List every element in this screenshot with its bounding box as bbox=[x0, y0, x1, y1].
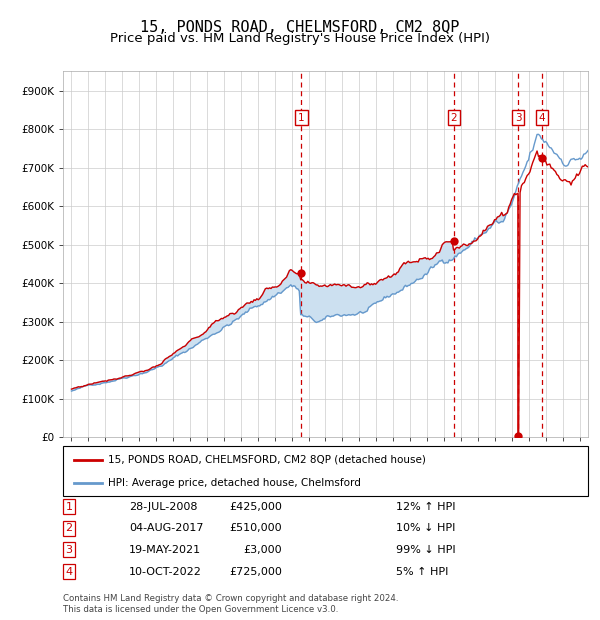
Text: £3,000: £3,000 bbox=[244, 545, 282, 555]
Text: 10-OCT-2022: 10-OCT-2022 bbox=[129, 567, 202, 577]
Text: 2: 2 bbox=[451, 112, 457, 123]
Text: 04-AUG-2017: 04-AUG-2017 bbox=[129, 523, 203, 533]
Text: 1: 1 bbox=[298, 112, 305, 123]
Text: £725,000: £725,000 bbox=[229, 567, 282, 577]
Text: 2: 2 bbox=[65, 523, 73, 533]
Text: 4: 4 bbox=[65, 567, 73, 577]
Text: 15, PONDS ROAD, CHELMSFORD, CM2 8QP (detached house): 15, PONDS ROAD, CHELMSFORD, CM2 8QP (det… bbox=[107, 455, 425, 465]
Text: 99% ↓ HPI: 99% ↓ HPI bbox=[396, 545, 455, 555]
Text: 15, PONDS ROAD, CHELMSFORD, CM2 8QP: 15, PONDS ROAD, CHELMSFORD, CM2 8QP bbox=[140, 20, 460, 35]
Text: Price paid vs. HM Land Registry's House Price Index (HPI): Price paid vs. HM Land Registry's House … bbox=[110, 32, 490, 45]
Text: 4: 4 bbox=[539, 112, 545, 123]
Text: 3: 3 bbox=[65, 545, 73, 555]
FancyBboxPatch shape bbox=[63, 446, 588, 496]
Text: 1: 1 bbox=[65, 502, 73, 512]
Text: 10% ↓ HPI: 10% ↓ HPI bbox=[396, 523, 455, 533]
Text: Contains HM Land Registry data © Crown copyright and database right 2024.
This d: Contains HM Land Registry data © Crown c… bbox=[63, 595, 398, 614]
Text: 3: 3 bbox=[515, 112, 521, 123]
Text: HPI: Average price, detached house, Chelmsford: HPI: Average price, detached house, Chel… bbox=[107, 477, 361, 487]
Text: £510,000: £510,000 bbox=[229, 523, 282, 533]
Text: 19-MAY-2021: 19-MAY-2021 bbox=[129, 545, 201, 555]
Text: 5% ↑ HPI: 5% ↑ HPI bbox=[396, 567, 448, 577]
Text: £425,000: £425,000 bbox=[229, 502, 282, 512]
Text: 28-JUL-2008: 28-JUL-2008 bbox=[129, 502, 197, 512]
Text: 12% ↑ HPI: 12% ↑ HPI bbox=[396, 502, 455, 512]
